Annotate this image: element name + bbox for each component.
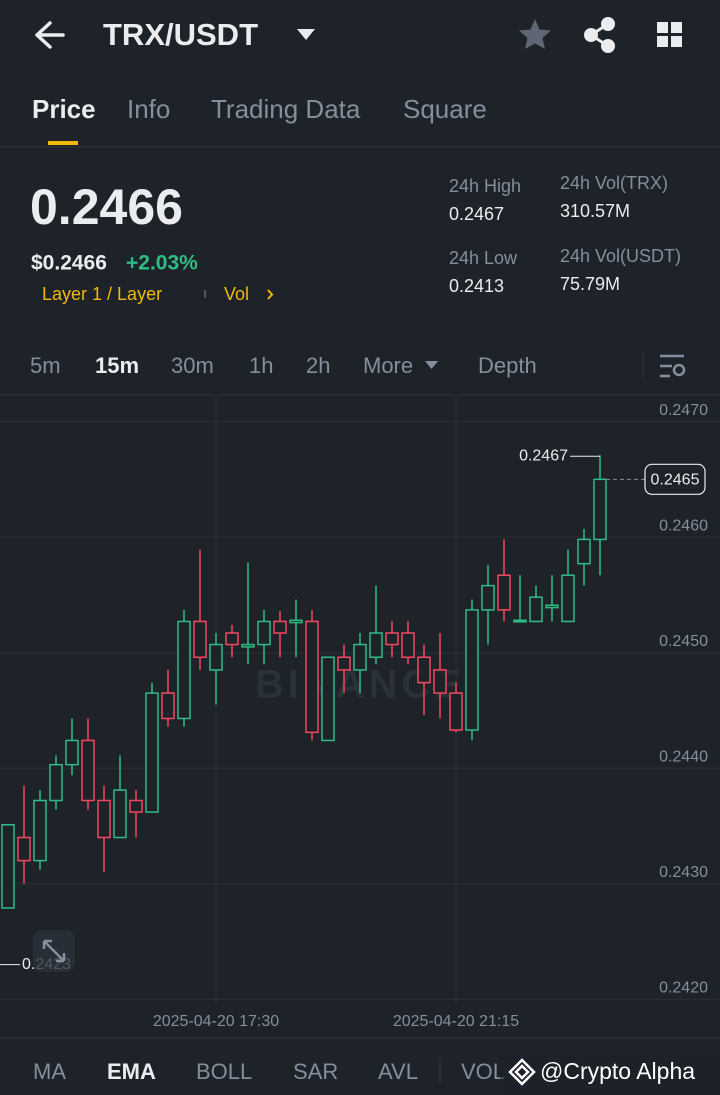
indicator-tab[interactable]: VOL: [461, 1059, 505, 1084]
candle-body: [193, 620, 207, 659]
candle-body: [305, 620, 319, 734]
candle-body: [449, 692, 463, 731]
candle-body: [65, 739, 79, 766]
tab-indicator: [48, 141, 78, 145]
candle-body: [49, 763, 63, 802]
candle-body: [497, 574, 511, 611]
favorite-icon[interactable]: [519, 19, 551, 49]
timeframe[interactable]: 5m: [30, 353, 61, 378]
last-price-label: 0.2465: [651, 472, 700, 489]
tab[interactable]: Square: [403, 94, 487, 124]
chart-settings-icon[interactable]: [660, 354, 686, 378]
stat-label: 24h Vol(TRX): [560, 173, 668, 193]
high-label: 0.2467: [519, 447, 568, 464]
y-tick-label: 0.2420: [659, 979, 708, 996]
indicator-tab[interactable]: AVL: [378, 1059, 418, 1084]
candle-body: [33, 799, 47, 862]
candle-body: [273, 620, 287, 634]
timeframe[interactable]: 30m: [171, 353, 214, 378]
last-price: 0.2466: [30, 179, 183, 235]
candle-body: [241, 643, 255, 648]
candle-body: [353, 643, 367, 671]
usd-price: $0.2466: [31, 252, 107, 275]
stat-label: 24h High: [449, 176, 521, 196]
tab[interactable]: Trading Data: [211, 94, 361, 124]
timeframe[interactable]: Depth: [478, 353, 537, 378]
candle-body: [81, 739, 95, 802]
candle-body: [433, 669, 447, 694]
vol-tag[interactable]: Vol: [224, 284, 249, 304]
price-change: +2.03%: [126, 252, 198, 275]
stat-value: 75.79M: [560, 274, 620, 294]
x-tick-label: 2025-04-20 21:15: [393, 1013, 519, 1030]
last-price-box: [644, 463, 706, 495]
timeframe[interactable]: More: [363, 353, 413, 378]
timeframe[interactable]: 15m: [95, 353, 139, 378]
candlestick-chart: BINANCE0.24700.24600.24500.24400.24300.2…: [0, 395, 720, 1030]
pair-dropdown[interactable]: [297, 29, 315, 40]
stat-label: 24h Vol(USDT): [560, 246, 681, 266]
stat-value: 0.2467: [449, 204, 504, 224]
candle-body: [257, 620, 271, 646]
candle-body: [545, 604, 559, 609]
more-dropdown: [425, 361, 438, 369]
candle-body: [465, 609, 479, 731]
indicator-tab[interactable]: BOLL: [196, 1059, 252, 1084]
stat-value: 0.2413: [449, 276, 504, 296]
chevron: [267, 289, 274, 300]
y-tick-label: 0.2430: [659, 864, 708, 881]
back-button[interactable]: [35, 21, 65, 49]
y-tick-label: 0.2470: [659, 402, 708, 419]
candle-body: [577, 538, 591, 565]
watermark-logo: [508, 1058, 536, 1086]
candle-body: [177, 620, 191, 720]
indicator-tab[interactable]: SAR: [293, 1059, 338, 1084]
candle-body: [513, 619, 527, 623]
candle-body: [593, 478, 607, 541]
candle-body: [113, 789, 127, 839]
timeframe[interactable]: 2h: [306, 353, 330, 378]
grid-icon[interactable]: [657, 22, 682, 47]
tab[interactable]: Info: [127, 94, 170, 124]
x-tick-label: 2025-04-20 17:30: [153, 1013, 279, 1030]
candle-body: [369, 632, 383, 659]
tab[interactable]: Price: [32, 94, 96, 124]
watermark: @Crypto Alpha: [540, 1058, 695, 1084]
y-tick-label: 0.2450: [659, 633, 708, 650]
candle-body: [401, 632, 415, 659]
category-tag[interactable]: Layer 1 / Layer: [42, 284, 162, 304]
stat-value: 310.57M: [560, 201, 630, 221]
y-tick-label: 0.2440: [659, 748, 708, 765]
candle-body: [289, 619, 303, 624]
indicator-tab[interactable]: MA: [33, 1059, 66, 1084]
candle-body: [385, 632, 399, 646]
candle-body: [129, 799, 143, 813]
stat-label: 24h Low: [449, 248, 518, 268]
candle-body: [321, 656, 335, 742]
indicator-tab[interactable]: EMA: [107, 1059, 156, 1084]
candle-body: [337, 656, 351, 671]
candle-body: [417, 656, 431, 684]
candle-body: [17, 836, 31, 862]
candle-body: [1, 824, 15, 909]
expand-button[interactable]: [33, 930, 75, 972]
candle-body: [145, 692, 159, 813]
watermark-backdrop: [500, 1050, 720, 1095]
candle-body: [561, 574, 575, 623]
candle-body: [209, 643, 223, 671]
timeframe[interactable]: 1h: [249, 353, 273, 378]
share-icon[interactable]: [584, 17, 615, 53]
pair-title[interactable]: TRX/USDT: [103, 17, 258, 52]
candle-body: [225, 632, 239, 646]
candle-body: [529, 596, 543, 623]
candle-body: [97, 799, 111, 839]
y-tick-label: 0.2460: [659, 517, 708, 534]
candle-body: [161, 692, 175, 720]
candle-body: [481, 584, 495, 611]
